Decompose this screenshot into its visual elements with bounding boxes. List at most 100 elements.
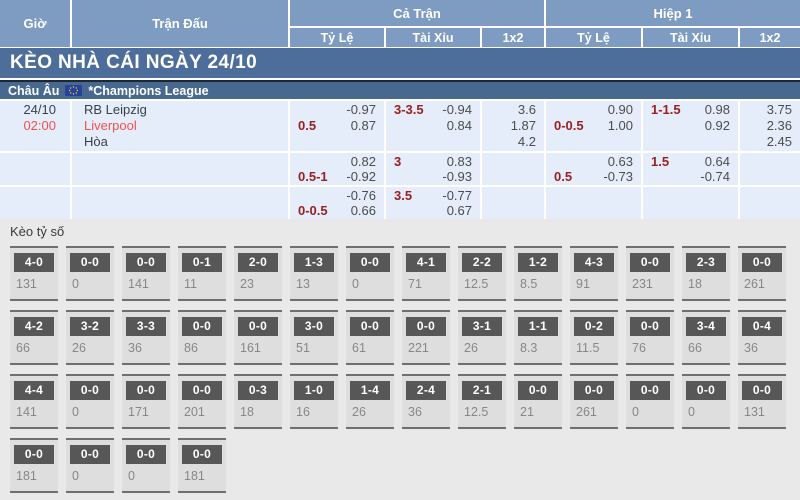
score-cell[interactable]: 0-1 11 <box>178 246 226 301</box>
score-chip[interactable]: 3-2 <box>70 317 110 336</box>
ft-overunder-cell[interactable]: 3 0.83 -0.93 <box>386 153 480 185</box>
score-cell[interactable]: 2-3 18 <box>682 246 730 301</box>
score-chip[interactable]: 0-0 <box>126 253 166 272</box>
odds-value[interactable]: 3.6 <box>517 102 536 117</box>
odds-value[interactable]: -0.77 <box>442 188 472 203</box>
score-cell[interactable]: 1-2 8.5 <box>514 246 562 301</box>
score-cell[interactable]: 0-0 161 <box>234 310 282 365</box>
score-cell[interactable]: 0-0 181 <box>10 438 58 493</box>
score-cell[interactable]: 0-0 181 <box>178 438 226 493</box>
score-chip[interactable]: 3-0 <box>294 317 334 336</box>
score-chip[interactable]: 4-2 <box>14 317 54 336</box>
score-cell[interactable]: 0-0 0 <box>66 374 114 429</box>
score-cell[interactable]: 4-1 71 <box>402 246 450 301</box>
score-cell[interactable]: 3-3 36 <box>122 310 170 365</box>
ft-handicap-cell[interactable]: -0.76 0-0.5 0.66 <box>290 187 384 219</box>
league-row[interactable]: Châu Âu *Champions League <box>0 80 800 99</box>
score-chip[interactable]: 2-2 <box>462 253 502 272</box>
score-chip[interactable]: 3-4 <box>686 317 726 336</box>
score-chip[interactable]: 0-0 <box>70 253 110 272</box>
score-chip[interactable]: 0-1 <box>182 253 222 272</box>
score-chip[interactable]: 1-3 <box>294 253 334 272</box>
odds-value[interactable]: -0.97 <box>346 102 376 117</box>
score-cell[interactable]: 1-4 26 <box>346 374 394 429</box>
odds-value[interactable]: 0.66 <box>350 203 376 218</box>
odds-value[interactable]: 3.75 <box>766 102 792 117</box>
score-cell[interactable]: 0-0 231 <box>626 246 674 301</box>
score-chip[interactable]: 0-0 <box>182 381 222 400</box>
score-chip[interactable]: 0-0 <box>126 445 166 464</box>
score-chip[interactable]: 0-0 <box>518 381 558 400</box>
score-chip[interactable]: 1-4 <box>350 381 390 400</box>
score-cell[interactable]: 0-0 61 <box>346 310 394 365</box>
odds-value[interactable]: 0.84 <box>446 118 472 133</box>
score-chip[interactable]: 4-0 <box>14 253 54 272</box>
score-cell[interactable]: 0-0 221 <box>402 310 450 365</box>
score-cell[interactable]: 0-0 0 <box>66 438 114 493</box>
score-cell[interactable]: 0-0 0 <box>682 374 730 429</box>
score-chip[interactable]: 0-0 <box>630 381 670 400</box>
score-cell[interactable]: 1-0 16 <box>290 374 338 429</box>
score-chip[interactable]: 4-1 <box>406 253 446 272</box>
score-cell[interactable]: 2-1 12.5 <box>458 374 506 429</box>
league-name[interactable]: *Champions League <box>88 83 209 98</box>
odds-value[interactable]: 4.2 <box>517 134 536 149</box>
score-cell[interactable]: 3-0 51 <box>290 310 338 365</box>
odds-value[interactable]: -0.74 <box>700 169 730 184</box>
score-chip[interactable]: 3-1 <box>462 317 502 336</box>
odds-value[interactable]: 0.67 <box>446 203 472 218</box>
score-chip[interactable]: 0-0 <box>686 381 726 400</box>
score-cell[interactable]: 4-3 91 <box>570 246 618 301</box>
odds-value[interactable]: 2.45 <box>766 134 792 149</box>
odds-value[interactable]: 0.83 <box>446 154 472 169</box>
score-chip[interactable]: 0-0 <box>406 317 446 336</box>
odds-value[interactable]: 0.90 <box>607 102 633 117</box>
score-chip[interactable]: 4-3 <box>574 253 614 272</box>
home-team[interactable]: RB Leipzig <box>84 102 147 117</box>
score-cell[interactable]: 0-0 261 <box>738 246 786 301</box>
score-chip[interactable]: 0-0 <box>350 253 390 272</box>
odds-value[interactable]: 0.82 <box>350 154 376 169</box>
odds-value[interactable]: 0.87 <box>350 118 376 133</box>
score-cell[interactable]: 3-2 26 <box>66 310 114 365</box>
score-chip[interactable]: 0-0 <box>742 253 782 272</box>
score-chip[interactable]: 0-0 <box>70 381 110 400</box>
score-cell[interactable]: 4-2 66 <box>10 310 58 365</box>
odds-value[interactable]: -0.94 <box>442 102 472 117</box>
score-cell[interactable]: 3-4 66 <box>682 310 730 365</box>
score-cell[interactable]: 0-0 0 <box>346 246 394 301</box>
score-chip[interactable]: 0-0 <box>630 253 670 272</box>
odds-value[interactable]: 1.87 <box>510 118 536 133</box>
score-chip[interactable]: 0-0 <box>14 445 54 464</box>
score-cell[interactable]: 0-3 18 <box>234 374 282 429</box>
h1-overunder-cell[interactable]: 1-1.5 0.98 0.92 <box>643 101 738 151</box>
score-cell[interactable]: 0-0 0 <box>66 246 114 301</box>
score-cell[interactable]: 0-2 11.5 <box>570 310 618 365</box>
odds-value[interactable]: 0.98 <box>704 102 730 117</box>
score-chip[interactable]: 0-0 <box>350 317 390 336</box>
score-cell[interactable]: 0-0 0 <box>626 374 674 429</box>
h1-1x2-cell[interactable]: 3.75 2.36 2.45 <box>740 101 800 151</box>
h1-handicap-cell[interactable]: 0.63 0.5 -0.73 <box>546 153 641 185</box>
score-cell[interactable]: 4-4 141 <box>10 374 58 429</box>
score-chip[interactable]: 0-0 <box>574 381 614 400</box>
score-chip[interactable]: 0-4 <box>742 317 782 336</box>
score-cell[interactable]: 0-0 141 <box>122 246 170 301</box>
score-cell[interactable]: 1-3 13 <box>290 246 338 301</box>
score-cell[interactable]: 0-0 0 <box>122 438 170 493</box>
score-cell[interactable]: 0-0 131 <box>738 374 786 429</box>
ft-handicap-cell[interactable]: 0.82 0.5-1 -0.92 <box>290 153 384 185</box>
score-cell[interactable]: 0-0 76 <box>626 310 674 365</box>
odds-value[interactable]: 2.36 <box>766 118 792 133</box>
score-chip[interactable]: 3-3 <box>126 317 166 336</box>
score-chip[interactable]: 2-0 <box>238 253 278 272</box>
away-team[interactable]: Liverpool <box>84 118 137 133</box>
score-cell[interactable]: 0-4 36 <box>738 310 786 365</box>
odds-value[interactable]: -0.92 <box>346 169 376 184</box>
score-chip[interactable]: 0-0 <box>238 317 278 336</box>
score-chip[interactable]: 0-0 <box>742 381 782 400</box>
score-cell[interactable]: 0-0 201 <box>178 374 226 429</box>
score-chip[interactable]: 0-3 <box>238 381 278 400</box>
odds-value[interactable]: -0.93 <box>442 169 472 184</box>
ft-overunder-cell[interactable]: 3-3.5 -0.94 0.84 <box>386 101 480 151</box>
